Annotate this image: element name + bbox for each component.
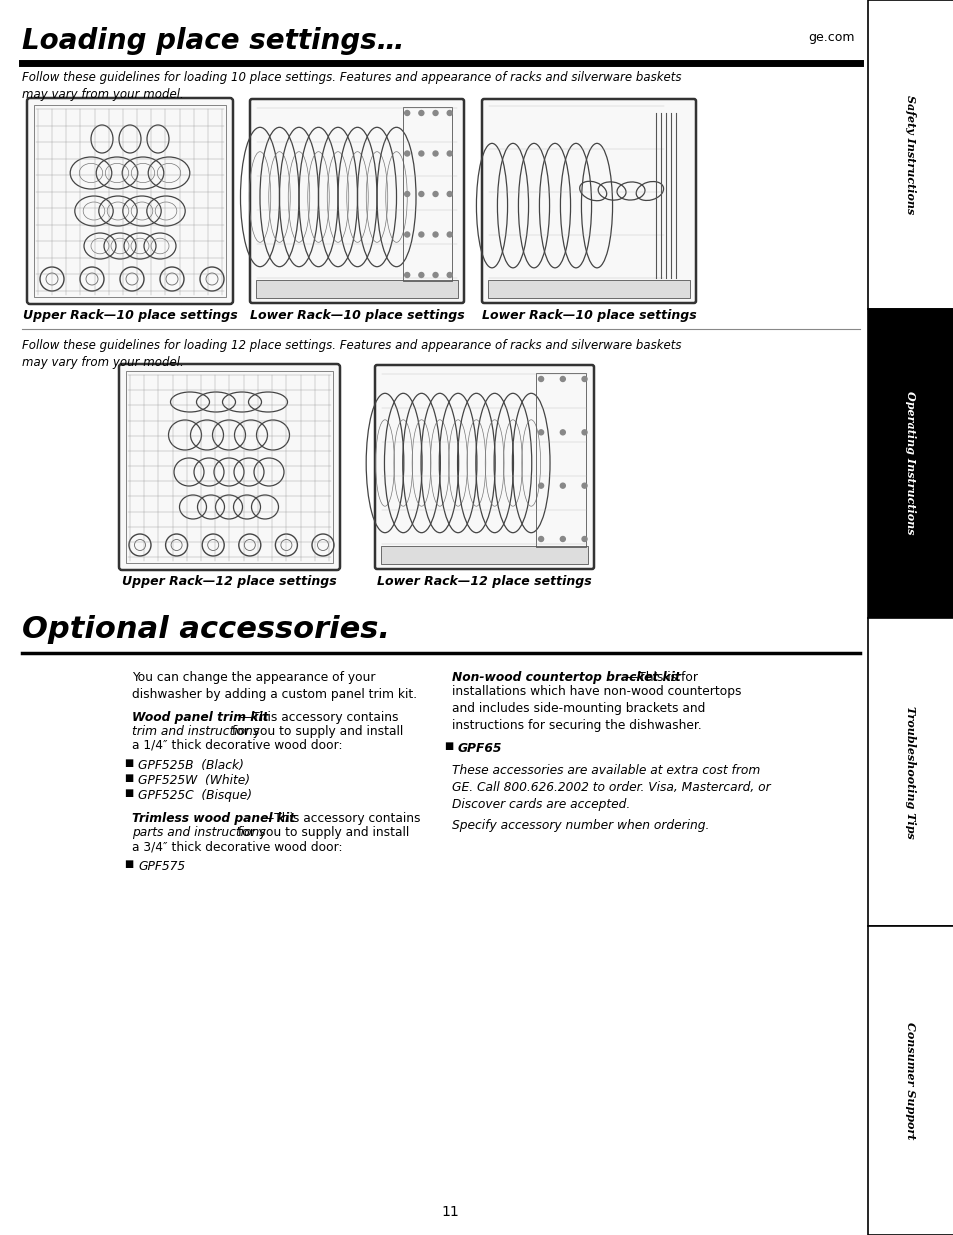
Circle shape bbox=[447, 151, 452, 156]
Text: a 3/4″ thick decorative wood door:: a 3/4″ thick decorative wood door: bbox=[132, 840, 342, 853]
Text: 11: 11 bbox=[440, 1205, 458, 1219]
Text: ■: ■ bbox=[443, 741, 453, 751]
Text: trim and instructions: trim and instructions bbox=[132, 725, 259, 739]
Text: ge.com: ge.com bbox=[807, 31, 854, 44]
Text: Upper Rack—12 place settings: Upper Rack—12 place settings bbox=[122, 576, 336, 588]
Circle shape bbox=[418, 110, 423, 116]
Circle shape bbox=[433, 273, 437, 278]
Text: ■: ■ bbox=[124, 860, 133, 869]
Bar bbox=[126, 370, 333, 563]
Text: Operating Instructions: Operating Instructions bbox=[904, 391, 916, 535]
Circle shape bbox=[418, 191, 423, 196]
Circle shape bbox=[404, 191, 409, 196]
Text: Specify accessory number when ordering.: Specify accessory number when ordering. bbox=[452, 819, 709, 832]
Text: for you to supply and install: for you to supply and install bbox=[233, 826, 409, 839]
Text: You can change the appearance of your
dishwasher by adding a custom panel trim k: You can change the appearance of your di… bbox=[132, 671, 416, 701]
Text: parts and instructions: parts and instructions bbox=[132, 826, 265, 839]
Circle shape bbox=[418, 273, 423, 278]
Text: Trimless wood panel kit: Trimless wood panel kit bbox=[132, 811, 294, 825]
Text: Follow these guidelines for loading 10 place settings. Features and appearance o: Follow these guidelines for loading 10 p… bbox=[22, 70, 680, 101]
FancyBboxPatch shape bbox=[27, 98, 233, 304]
Circle shape bbox=[433, 110, 437, 116]
Circle shape bbox=[559, 483, 565, 488]
Circle shape bbox=[447, 273, 452, 278]
Text: —This accessory contains: —This accessory contains bbox=[240, 711, 398, 724]
Text: GPF525W  (White): GPF525W (White) bbox=[138, 774, 250, 787]
Circle shape bbox=[538, 483, 543, 488]
Text: These accessories are available at extra cost from
GE. Call 800.626.2002 to orde: These accessories are available at extra… bbox=[452, 764, 770, 811]
Circle shape bbox=[581, 377, 586, 382]
Circle shape bbox=[404, 151, 409, 156]
Circle shape bbox=[418, 232, 423, 237]
FancyBboxPatch shape bbox=[481, 99, 696, 303]
Circle shape bbox=[538, 377, 543, 382]
Circle shape bbox=[404, 110, 409, 116]
Bar bbox=[867, 0, 953, 309]
Text: GPF525C  (Bisque): GPF525C (Bisque) bbox=[138, 789, 252, 802]
Text: Lower Rack—10 place settings: Lower Rack—10 place settings bbox=[250, 309, 464, 322]
Circle shape bbox=[581, 430, 586, 435]
Text: Safety Instructions: Safety Instructions bbox=[904, 95, 916, 214]
FancyBboxPatch shape bbox=[119, 364, 339, 571]
Bar bbox=[536, 373, 585, 547]
Circle shape bbox=[404, 232, 409, 237]
Text: Loading place settings…: Loading place settings… bbox=[22, 27, 404, 56]
Text: installations which have non-wood countertops
and includes side-mounting bracket: installations which have non-wood counte… bbox=[452, 685, 740, 732]
Bar bbox=[380, 546, 587, 564]
Circle shape bbox=[433, 232, 437, 237]
Circle shape bbox=[538, 536, 543, 541]
Circle shape bbox=[538, 430, 543, 435]
Text: —This is for: —This is for bbox=[625, 671, 698, 684]
Circle shape bbox=[559, 536, 565, 541]
Text: GPF575: GPF575 bbox=[138, 860, 185, 873]
Text: for you to supply and install: for you to supply and install bbox=[228, 725, 403, 739]
Circle shape bbox=[433, 191, 437, 196]
Circle shape bbox=[581, 536, 586, 541]
Circle shape bbox=[418, 151, 423, 156]
Circle shape bbox=[559, 430, 565, 435]
Bar bbox=[255, 280, 457, 298]
Text: Troubleshooting Tips: Troubleshooting Tips bbox=[904, 705, 916, 839]
Text: Upper Rack—10 place settings: Upper Rack—10 place settings bbox=[23, 309, 237, 322]
Circle shape bbox=[447, 110, 452, 116]
Text: Follow these guidelines for loading 12 place settings. Features and appearance o: Follow these guidelines for loading 12 p… bbox=[22, 338, 680, 369]
Circle shape bbox=[433, 151, 437, 156]
Text: GPF525B  (Black): GPF525B (Black) bbox=[138, 760, 244, 772]
FancyBboxPatch shape bbox=[375, 366, 594, 569]
Text: Lower Rack—12 place settings: Lower Rack—12 place settings bbox=[376, 576, 591, 588]
FancyBboxPatch shape bbox=[250, 99, 463, 303]
Text: Wood panel trim kit: Wood panel trim kit bbox=[132, 711, 268, 724]
Circle shape bbox=[447, 191, 452, 196]
Circle shape bbox=[559, 377, 565, 382]
Bar bbox=[403, 107, 451, 282]
Text: a 1/4″ thick decorative wood door:: a 1/4″ thick decorative wood door: bbox=[132, 739, 342, 752]
Bar bbox=[867, 926, 953, 1235]
Bar bbox=[867, 618, 953, 926]
Text: ■: ■ bbox=[124, 758, 133, 768]
Text: Lower Rack—10 place settings: Lower Rack—10 place settings bbox=[481, 309, 696, 322]
Bar bbox=[34, 105, 226, 296]
Text: Consumer Support: Consumer Support bbox=[904, 1021, 916, 1140]
Text: GPF65: GPF65 bbox=[457, 742, 502, 755]
Circle shape bbox=[404, 273, 409, 278]
Text: Non-wood countertop bracket kit: Non-wood countertop bracket kit bbox=[452, 671, 680, 684]
Bar bbox=[488, 280, 689, 298]
Circle shape bbox=[581, 483, 586, 488]
Text: Optional accessories.: Optional accessories. bbox=[22, 615, 390, 643]
Text: ■: ■ bbox=[124, 788, 133, 798]
Text: ■: ■ bbox=[124, 773, 133, 783]
Circle shape bbox=[447, 232, 452, 237]
Bar bbox=[867, 309, 953, 618]
Text: —This accessory contains: —This accessory contains bbox=[262, 811, 420, 825]
